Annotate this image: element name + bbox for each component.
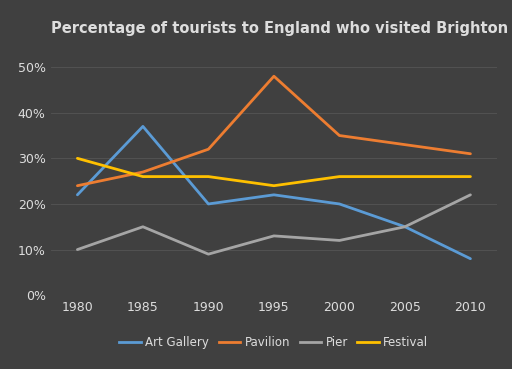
Pavilion <box>140 170 146 174</box>
Art Gallery <box>402 225 408 229</box>
Text: Percentage of tourists to England who visited Brighton attractions: Percentage of tourists to England who vi… <box>51 21 512 36</box>
Festival <box>402 175 408 179</box>
Festival <box>140 175 146 179</box>
Line: Pier: Pier <box>77 195 471 254</box>
Art Gallery <box>467 256 474 261</box>
Legend: Art Gallery, Pavilion, Pier, Festival: Art Gallery, Pavilion, Pier, Festival <box>115 331 433 354</box>
Festival <box>336 175 343 179</box>
Art Gallery <box>205 202 211 206</box>
Pier <box>467 193 474 197</box>
Pier <box>402 225 408 229</box>
Festival <box>467 175 474 179</box>
Pavilion <box>205 147 211 151</box>
Line: Festival: Festival <box>77 158 471 186</box>
Festival <box>74 156 80 161</box>
Pavilion <box>271 74 277 79</box>
Festival <box>271 183 277 188</box>
Festival <box>205 175 211 179</box>
Art Gallery <box>74 193 80 197</box>
Pavilion <box>336 133 343 138</box>
Line: Pavilion: Pavilion <box>77 76 471 186</box>
Art Gallery <box>336 202 343 206</box>
Pier <box>74 247 80 252</box>
Pier <box>271 234 277 238</box>
Pier <box>140 225 146 229</box>
Art Gallery <box>271 193 277 197</box>
Pier <box>336 238 343 243</box>
Pavilion <box>467 152 474 156</box>
Line: Art Gallery: Art Gallery <box>77 127 471 259</box>
Pier <box>205 252 211 256</box>
Pavilion <box>402 142 408 147</box>
Pavilion <box>74 183 80 188</box>
Art Gallery <box>140 124 146 129</box>
